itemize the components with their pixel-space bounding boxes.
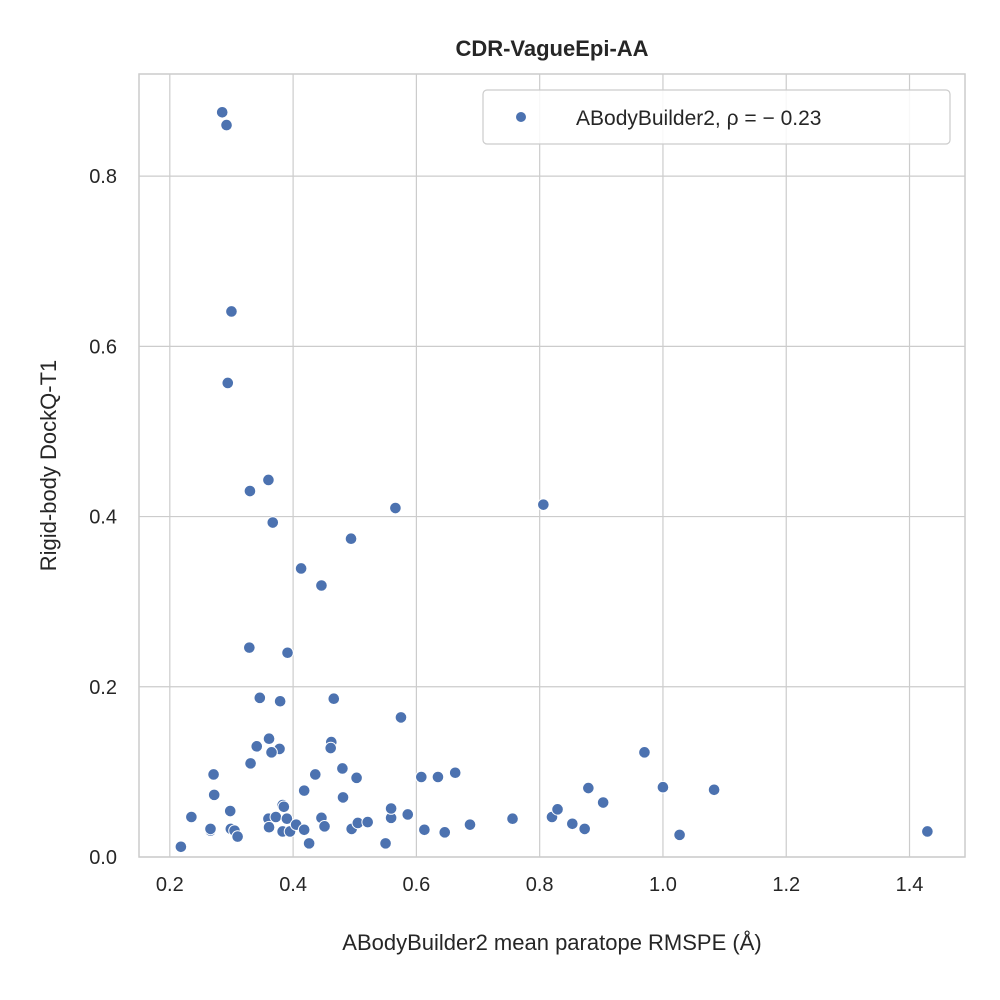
scatter-point [336,791,350,804]
scatter-point [215,105,229,119]
scatter-point [401,808,415,821]
scatter-point [324,741,338,755]
scatter-point [327,692,341,705]
y-axis-label: Rigid-body DockQ-T1 [36,360,61,572]
scatter-point [389,501,402,515]
data-points [174,105,934,854]
y-tick-label: 0.2 [89,677,117,699]
grid [139,74,965,858]
scatter-point [297,784,311,797]
scatter-point [243,484,257,498]
legend: ABodyBuilder2, ρ = − 0.23 [482,89,951,145]
scatter-point [204,822,217,836]
scatter-point [265,746,278,759]
x-tick-label: 0.8 [526,874,554,896]
scatter-point [336,762,349,775]
scatter-point [350,771,363,785]
scatter-point [273,694,287,708]
tick-labels: 0.2 0.4 0.6 0.8 1.0 1.2 1.4 0.0 0.2 0.4 0.6 0.8 [89,166,923,896]
scatter-point [223,804,237,818]
scatter-point [361,815,374,829]
legend-box [482,89,951,145]
scatter-point [269,810,283,824]
scatter-point [582,781,595,795]
scatter-point [294,562,308,575]
legend-marker [515,111,527,123]
scatter-point [506,812,519,826]
x-axis-label: ABodyBuilder2 mean paratope RMSPE (Å) [342,930,761,955]
scatter-point [281,646,294,660]
scatter-point [244,757,257,770]
scatter-point [438,826,452,839]
scatter-point [308,768,322,781]
scatter-point [253,691,267,705]
scatter-point [656,780,670,794]
scatter-point [578,822,591,836]
scatter-point [225,305,238,318]
x-tick-label: 0.4 [279,874,307,896]
scatter-point [707,783,721,797]
scatter-point [448,766,462,780]
scatter-point [596,796,610,809]
scatter-point [220,118,233,132]
scatter-point [537,498,550,511]
scatter-point [315,579,328,592]
x-tick-label: 1.4 [896,874,924,896]
legend-label: ABodyBuilder2, ρ = − 0.23 [576,107,821,130]
scatter-point [262,732,276,745]
scatter-point [551,803,564,816]
x-tick-label: 0.2 [156,874,184,896]
scatter-point [344,532,358,545]
scatter-point [566,817,579,831]
scatter-point [221,376,235,390]
scatter-point [384,802,398,815]
scatter-point [243,641,256,654]
plot-frame [138,73,966,858]
scatter-point [394,711,408,724]
scatter-point [379,837,392,850]
x-tick-label: 0.6 [402,874,430,896]
chart-title: CDR-VagueEpi-AA [455,36,648,61]
scatter-point [262,820,276,834]
scatter-point [174,840,188,854]
scatter-point [207,788,221,802]
scatter-point [266,516,280,529]
x-tick-label: 1.2 [772,874,800,896]
scatter-point [250,740,264,753]
scatter-point [418,823,431,837]
scatter-point [207,768,220,781]
x-tick-label: 1.0 [649,874,677,896]
scatter-point [431,770,445,784]
scatter-point [231,830,244,843]
scatter-point [302,837,316,850]
scatter-point [463,818,477,831]
scatter-point [638,746,651,759]
scatter-point [262,473,275,487]
scatter-point [921,825,934,838]
scatter-point [673,828,686,842]
scatter-point [415,770,428,784]
y-tick-label: 0.6 [89,336,117,358]
scatter-point [297,823,311,837]
y-tick-label: 0.4 [89,507,117,529]
scatter-point [280,812,294,826]
scatter-point [277,800,291,814]
scatter-point [185,810,198,824]
y-tick-label: 0.8 [89,166,117,188]
y-tick-label: 0.0 [89,847,117,869]
scatter-point [318,820,331,833]
